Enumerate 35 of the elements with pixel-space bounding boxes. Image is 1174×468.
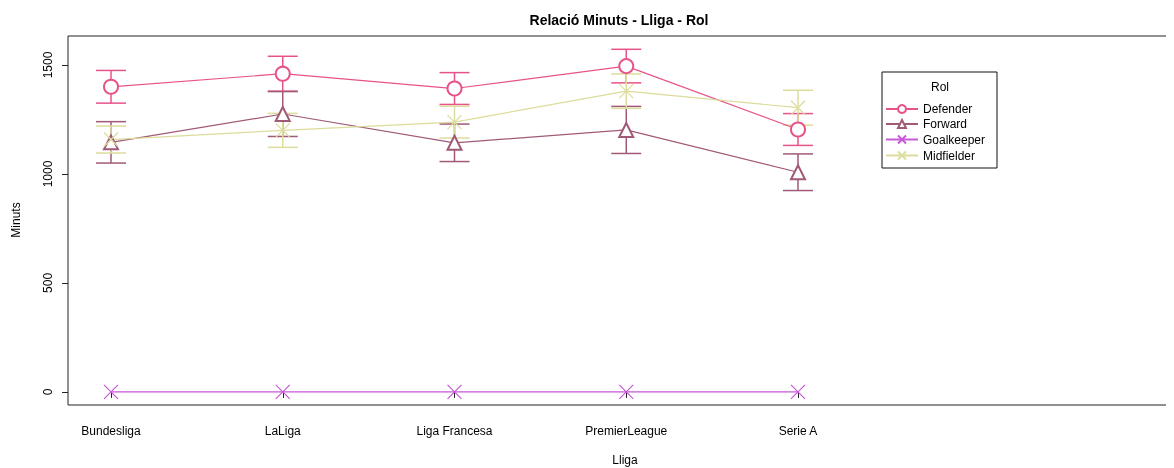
point (618, 121, 635, 138)
point (446, 80, 463, 97)
legend-label: Defender (923, 102, 973, 116)
y-tick-label: 0 (41, 388, 55, 396)
legend-label: Forward (923, 117, 968, 131)
point (790, 164, 806, 181)
point (274, 65, 291, 82)
x-tick-label: Liga Francesa (416, 424, 493, 438)
chart-title: Relació Minuts - Lliga - Rol (529, 12, 709, 28)
point (790, 100, 806, 116)
y-tick-label: 500 (41, 272, 55, 293)
y-axis-title: Minuts (9, 202, 23, 238)
point (618, 58, 635, 75)
x-tick-label: LaLiga (264, 424, 302, 438)
point (790, 121, 806, 138)
point (103, 384, 119, 400)
point (275, 384, 291, 400)
x-tick-label: PremierLeague (585, 424, 668, 438)
x-tick-label: Serie A (778, 424, 818, 438)
legend-label: Midfielder (923, 148, 976, 163)
point (103, 78, 119, 95)
point (446, 134, 463, 151)
x-tick-label: Bundesliga (81, 424, 142, 438)
x-axis-title: Lliga (612, 453, 638, 467)
point (446, 114, 463, 130)
point (275, 122, 291, 138)
point (790, 384, 806, 400)
y-tick-label: 1000 (41, 160, 55, 188)
point (446, 384, 463, 400)
point (618, 83, 634, 99)
point (618, 384, 634, 400)
legend-label: Goalkeeper (923, 132, 986, 147)
y-tick-label: 1500 (41, 51, 55, 79)
legend-title: Rol (930, 80, 950, 94)
point (274, 106, 291, 123)
